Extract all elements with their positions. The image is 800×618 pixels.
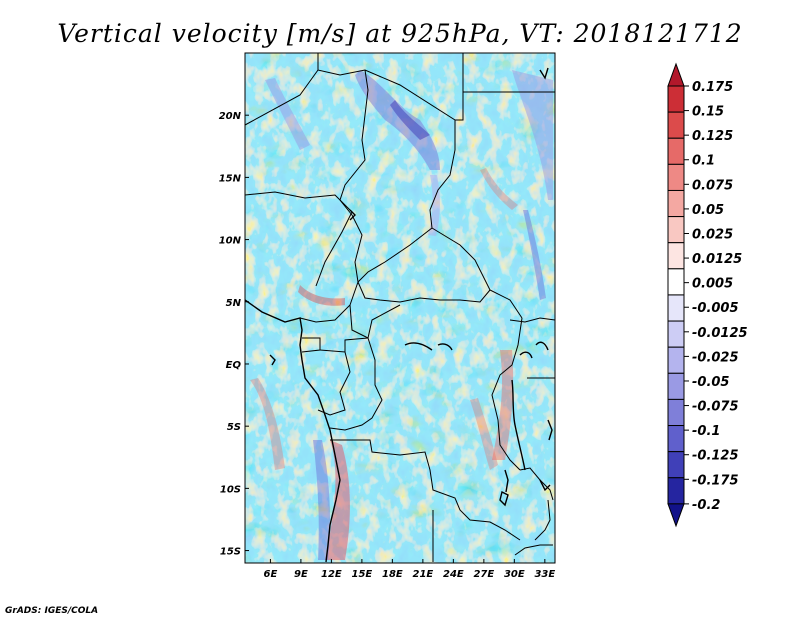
lat-tick-label: 10S — [220, 484, 241, 495]
colorbar-swatch — [667, 137, 685, 165]
lon-tick-label: 18E — [382, 569, 403, 580]
colorbar-bottom-arrow — [667, 503, 685, 528]
lon-tick-label: 33E — [534, 569, 555, 580]
lon-tick-label: 12E — [321, 569, 342, 580]
colorbar-swatch — [667, 242, 685, 270]
colorbar-swatch — [667, 85, 685, 113]
colorbar-label: 0.175 — [692, 80, 733, 95]
lat-tick-label: 5N — [226, 298, 242, 309]
colorbar: 0.175 0.15 0.125 0.1 0.075 0.05 0.025 0.0125 0.0… — [667, 62, 748, 528]
lon-tick-label: 21E — [412, 569, 433, 580]
colorbar-top-arrow — [667, 62, 685, 87]
colorbar-label: -0.175 — [692, 473, 739, 488]
colorbar-swatch — [667, 189, 685, 218]
lat-tick-label: 20N — [219, 111, 242, 122]
lat-tick-label: 10N — [219, 236, 242, 247]
colorbar-label: 0.0125 — [692, 252, 742, 267]
colorbar-label: 0.1 — [692, 154, 715, 169]
colorbar-label: 0.005 — [692, 277, 733, 292]
colorbar-swatch — [667, 320, 685, 348]
colorbar-swatch — [667, 111, 685, 139]
colorbar-label: 0.025 — [692, 227, 733, 242]
colorbar-label: -0.025 — [692, 350, 739, 365]
colorbar-label: -0.2 — [692, 498, 720, 513]
colorbar-label: -0.05 — [692, 375, 729, 390]
colorbar-swatch — [667, 294, 685, 322]
colorbar-swatch — [667, 268, 685, 296]
map-panel — [245, 53, 555, 563]
lon-tick-label: 30E — [504, 569, 525, 580]
lat-tick-label: EQ — [226, 360, 242, 371]
colorbar-label: -0.075 — [692, 400, 739, 415]
colorbar-swatch — [667, 372, 685, 400]
velocity-features — [250, 70, 553, 560]
colorbar-label: 0.15 — [692, 105, 724, 120]
lat-tick-label: 15S — [220, 547, 241, 558]
map-title: Vertical velocity [m/s] at 925hPa, VT: 2… — [57, 19, 742, 48]
colorbar-swatch — [667, 163, 685, 191]
colorbar-label: 0.05 — [692, 203, 724, 218]
grads-credit: GrADS: IGES/COLA — [5, 606, 98, 616]
lon-tick-label: 9E — [294, 569, 308, 580]
colorbar-label: 0.125 — [692, 129, 733, 144]
lon-tick-label: 27E — [473, 569, 494, 580]
lat-tick-label: 15N — [219, 173, 242, 184]
colorbar-swatch — [667, 398, 685, 427]
longitude-tick-labels: 6E 9E 12E 15E 18E 21E 24E 27E 30E 33E — [264, 559, 555, 580]
colorbar-label: -0.005 — [692, 301, 739, 316]
colorbar-swatch — [667, 425, 685, 453]
coastlines — [245, 67, 553, 563]
map-frame — [244, 52, 556, 564]
lon-tick-label: 15E — [352, 569, 373, 580]
country-borders — [245, 53, 555, 562]
colorbar-label: -0.0125 — [692, 326, 748, 341]
lon-tick-label: 6E — [264, 569, 278, 580]
colorbar-swatch — [667, 477, 685, 505]
colorbar-swatch — [667, 451, 685, 479]
colorbar-label: 0.075 — [692, 178, 733, 193]
colorbar-label: -0.125 — [692, 449, 739, 464]
colorbar-label: -0.1 — [692, 424, 720, 439]
colorbar-swatch — [667, 346, 685, 374]
lat-tick-label: 5S — [227, 422, 241, 433]
lon-tick-label: 24E — [443, 569, 464, 580]
latitude-tick-labels: 20N 15N 10N 5N EQ 5S 10S 15S — [219, 111, 249, 558]
colorbar-swatch — [667, 216, 685, 244]
